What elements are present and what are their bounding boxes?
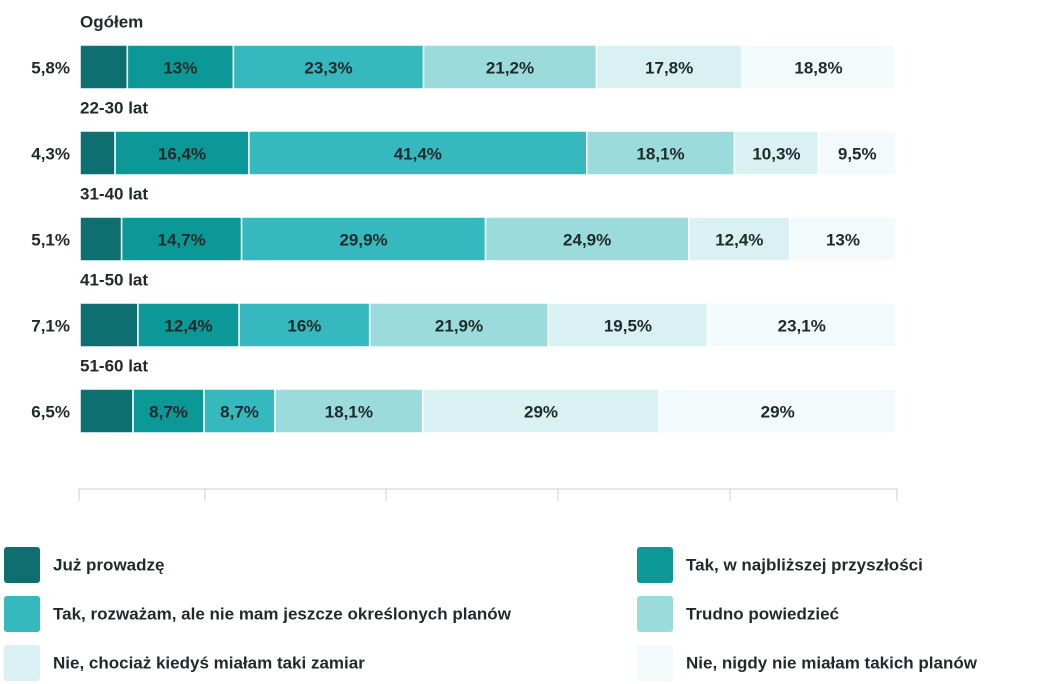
value-label: 18,1% <box>636 144 684 163</box>
bar-segment <box>421 388 661 434</box>
value-label: 18,8% <box>794 58 842 77</box>
value-label: 24,9% <box>563 230 611 249</box>
value-label: 17,8% <box>645 58 693 77</box>
value-label: 29% <box>761 402 795 421</box>
value-label: 6,5% <box>31 402 70 421</box>
value-label: 14,7% <box>157 230 205 249</box>
legend-label: Tak, w najbliższej przyszłości <box>686 555 923 574</box>
legend-label: Nie, chociaż kiedyś miałam taki zamiar <box>53 653 365 672</box>
value-label: 23,1% <box>778 316 826 335</box>
category-label: Ogółem <box>80 12 143 31</box>
axis <box>78 488 898 501</box>
bar-segment <box>79 388 134 434</box>
value-label: 5,1% <box>31 230 70 249</box>
bar-segment <box>547 302 709 348</box>
bar-segment <box>79 216 123 262</box>
legend-label: Tak, rozważam, ale nie mam jeszcze okreś… <box>53 604 512 623</box>
value-label: 18,1% <box>325 402 373 421</box>
legend-swatch <box>4 645 40 681</box>
bar-segment <box>120 216 243 262</box>
value-label: 21,2% <box>486 58 534 77</box>
value-label: 5,8% <box>31 58 70 77</box>
bar-segment <box>733 130 820 176</box>
bar-segment <box>817 130 897 176</box>
bar-segment <box>789 216 897 262</box>
value-label: 13% <box>826 230 860 249</box>
bar-segment <box>658 388 897 434</box>
value-label: 21,9% <box>435 316 483 335</box>
legend-label: Trudno powiedzieć <box>686 604 839 623</box>
value-label: 9,5% <box>838 144 877 163</box>
bar-segment <box>741 44 896 90</box>
value-label: 13% <box>163 58 197 77</box>
value-label: 16,4% <box>158 144 206 163</box>
value-label: 8,7% <box>149 402 188 421</box>
legend-swatch <box>637 547 673 583</box>
value-label: 29% <box>524 402 558 421</box>
value-label: 29,9% <box>339 230 387 249</box>
bar-segment <box>232 44 425 90</box>
bar-segment <box>79 302 139 348</box>
bar-segment <box>238 302 371 348</box>
legend-swatch <box>4 547 40 583</box>
bar-segment <box>126 44 235 90</box>
category-label: 22-30 lat <box>80 98 148 117</box>
bar-segment <box>422 44 598 90</box>
bar-segment <box>484 216 690 262</box>
value-label: 23,3% <box>304 58 352 77</box>
bar-segment <box>114 130 250 176</box>
value-label: 12,4% <box>164 316 212 335</box>
legend-label: Już prowadzę <box>53 555 164 574</box>
category-label: 51-60 lat <box>80 356 148 375</box>
legend-swatch <box>637 596 673 632</box>
bar-segment <box>595 44 743 90</box>
legend-swatch <box>637 645 673 681</box>
category-label: 31-40 lat <box>80 184 148 203</box>
bar-segment <box>79 130 116 176</box>
bar-segment <box>137 302 240 348</box>
value-label: 41,4% <box>394 144 442 163</box>
value-label: 8,7% <box>220 402 259 421</box>
value-label: 16% <box>287 316 321 335</box>
value-label: 7,1% <box>31 316 70 335</box>
category-label: 41-50 lat <box>80 270 148 289</box>
bar-segment <box>203 388 276 434</box>
value-label: 19,5% <box>604 316 652 335</box>
bar-segment <box>687 216 791 262</box>
bar-segment <box>706 302 897 348</box>
bar-segment <box>274 388 424 434</box>
value-label: 4,3% <box>31 144 70 163</box>
value-label: 12,4% <box>715 230 763 249</box>
legend-swatch <box>4 596 40 632</box>
value-label: 10,3% <box>752 144 800 163</box>
bar-segment <box>132 388 205 434</box>
bar-segment <box>79 44 129 90</box>
legend-label: Nie, nigdy nie miałam takich planów <box>686 653 978 672</box>
